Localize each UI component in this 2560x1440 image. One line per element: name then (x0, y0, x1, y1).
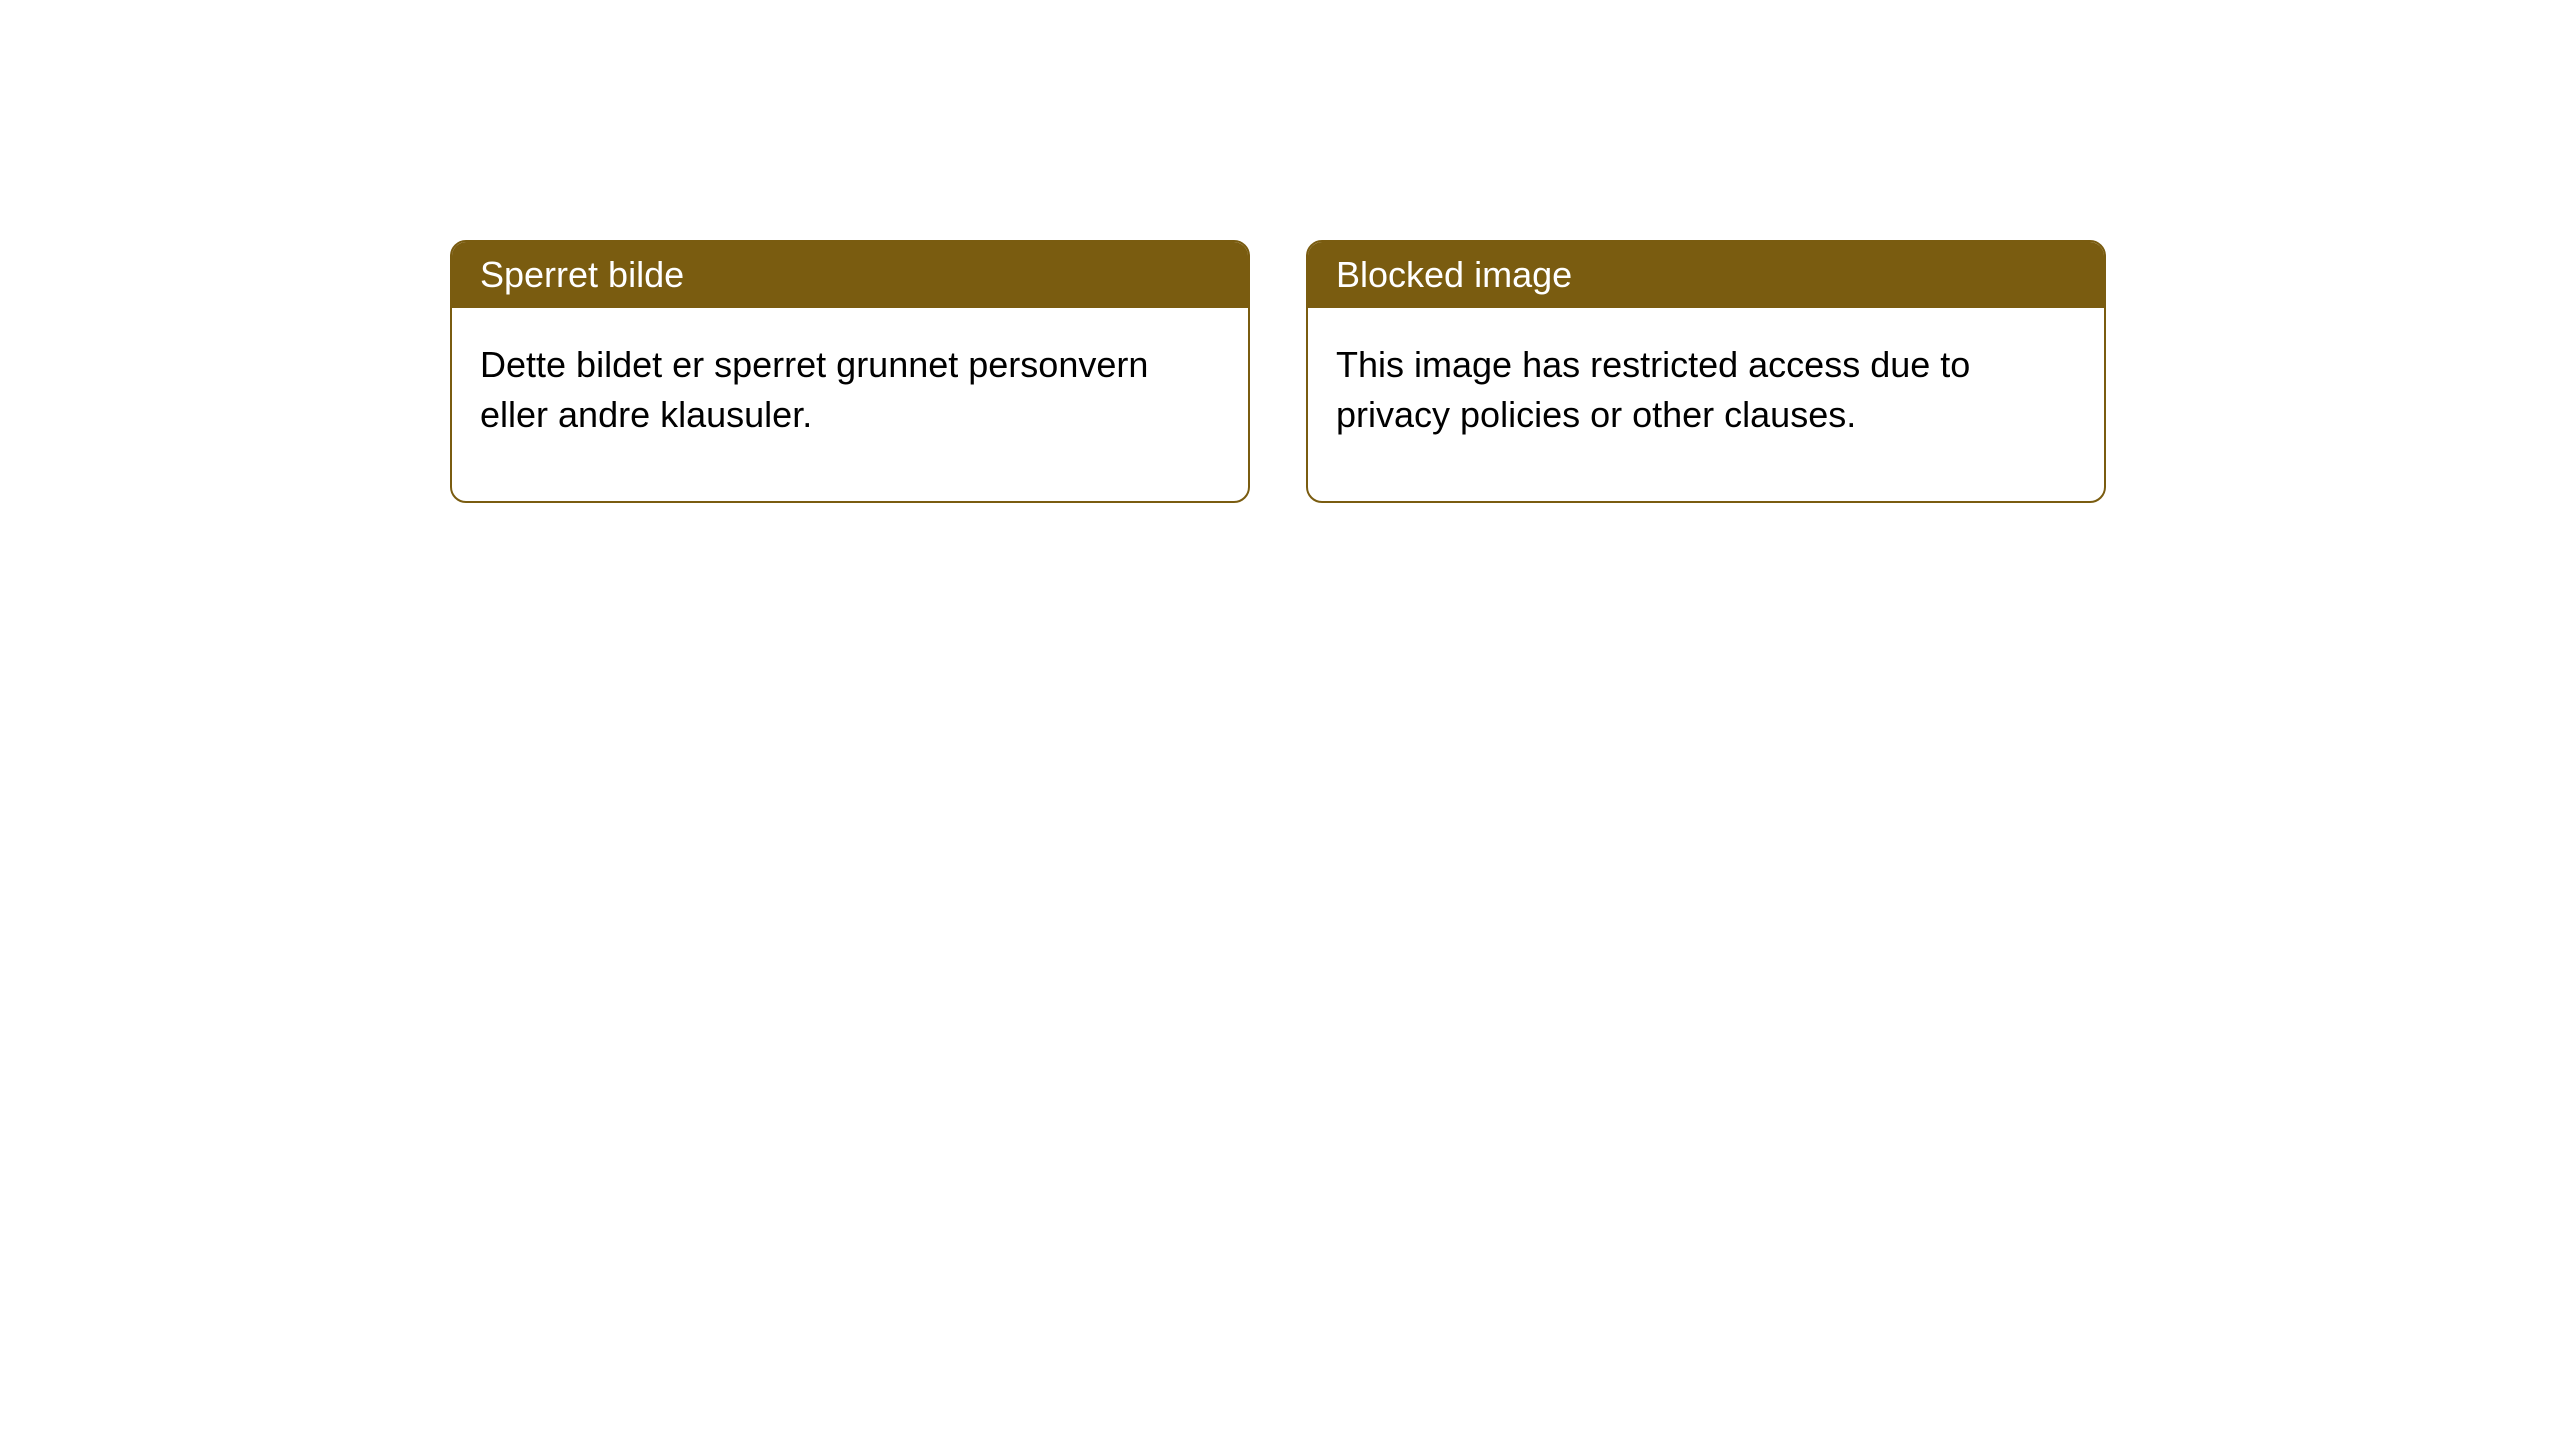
notice-container: Sperret bilde Dette bildet er sperret gr… (450, 240, 2106, 503)
notice-header: Blocked image (1308, 242, 2104, 308)
notice-header: Sperret bilde (452, 242, 1248, 308)
notice-text: This image has restricted access due to … (1336, 344, 1970, 435)
notice-text: Dette bildet er sperret grunnet personve… (480, 344, 1148, 435)
notice-body: This image has restricted access due to … (1308, 308, 2104, 501)
notice-title: Blocked image (1336, 254, 1572, 295)
notice-title: Sperret bilde (480, 254, 684, 295)
notice-card-norwegian: Sperret bilde Dette bildet er sperret gr… (450, 240, 1250, 503)
notice-card-english: Blocked image This image has restricted … (1306, 240, 2106, 503)
notice-body: Dette bildet er sperret grunnet personve… (452, 308, 1248, 501)
